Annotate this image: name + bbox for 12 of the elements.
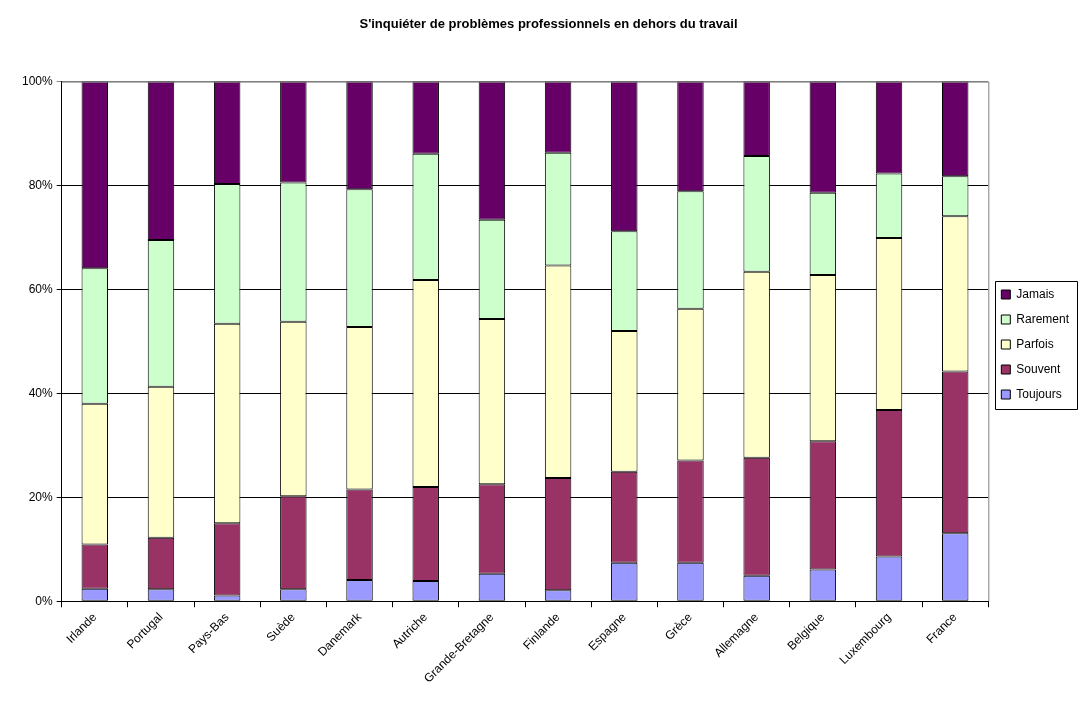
y-tick-label: 0% [35, 593, 54, 608]
y-tick-label: 60% [28, 281, 54, 296]
legend-label: Parfois [1016, 336, 1054, 351]
y-tick-label: 100% [21, 73, 54, 88]
legend-label: Souvent [1016, 361, 1062, 376]
y-tick-label: 20% [28, 489, 54, 504]
legend-label: Toujours [1016, 386, 1062, 401]
legend-label: Jamais [1016, 286, 1055, 301]
legend-label: Rarement [1016, 311, 1070, 326]
chart-title: S'inquiéter de problèmes professionnels en dehors du travail [359, 16, 738, 32]
y-tick-label: 40% [28, 385, 54, 400]
y-tick-label: 80% [28, 177, 54, 192]
